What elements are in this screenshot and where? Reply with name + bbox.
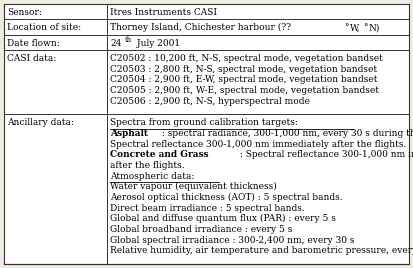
Text: CASI data:: CASI data:	[7, 54, 56, 63]
Text: °: °	[344, 23, 348, 32]
Text: C20504 : 2,900 ft, E-W, spectral mode, vegetation bandset: C20504 : 2,900 ft, E-W, spectral mode, v…	[110, 75, 378, 84]
Text: Ancillary data:: Ancillary data:	[7, 118, 74, 128]
Text: : Spectral reflectance 300-1,000 nm immediately: : Spectral reflectance 300-1,000 nm imme…	[237, 150, 413, 159]
Text: Global spectral irradiance : 300-2,400 nm, every 30 s: Global spectral irradiance : 300-2,400 n…	[110, 236, 355, 245]
Text: Asphalt: Asphalt	[110, 129, 148, 138]
Text: W,: W,	[349, 23, 360, 32]
Text: C20503 : 2,800 ft, N-S, spectral mode, vegetation bandset: C20503 : 2,800 ft, N-S, spectral mode, v…	[110, 65, 377, 74]
Text: Spectra from ground calibration targets:: Spectra from ground calibration targets:	[110, 118, 298, 128]
Text: C20505 : 2,900 ft, W-E, spectral mode, vegetation bandset: C20505 : 2,900 ft, W-E, spectral mode, v…	[110, 86, 379, 95]
Text: Thorney Island, Chichester harbour (??: Thorney Island, Chichester harbour (??	[110, 23, 291, 32]
Text: C20502 : 10,200 ft, N-S, spectral mode, vegetation bandset: C20502 : 10,200 ft, N-S, spectral mode, …	[110, 54, 383, 63]
Text: C20506 : 2,900 ft, N-S, hyperspectral mode: C20506 : 2,900 ft, N-S, hyperspectral mo…	[110, 97, 310, 106]
Text: July 2001: July 2001	[134, 39, 180, 48]
Text: : spectral radiance, 300-1,000 nm, every 30 s during the flights.: : spectral radiance, 300-1,000 nm, every…	[159, 129, 413, 138]
Text: after the flights.: after the flights.	[110, 161, 185, 170]
Text: Water vapour (equivalent thickness): Water vapour (equivalent thickness)	[110, 182, 277, 191]
Text: °: °	[363, 23, 368, 32]
Text: Aerosol optical thickness (AOT) : 5 spectral bands.: Aerosol optical thickness (AOT) : 5 spec…	[110, 193, 343, 202]
Text: Relative humidity, air temperature and barometric pressure, every 30 s.: Relative humidity, air temperature and b…	[110, 246, 413, 255]
Text: Itres Instruments CASI: Itres Instruments CASI	[110, 8, 217, 17]
Text: Global and diffuse quantum flux (PAR) : every 5 s: Global and diffuse quantum flux (PAR) : …	[110, 214, 336, 223]
Text: th: th	[125, 36, 132, 44]
Text: Direct beam irradiance : 5 spectral bands.: Direct beam irradiance : 5 spectral band…	[110, 204, 305, 213]
Text: Location of site:: Location of site:	[7, 23, 81, 32]
Text: Concrete and Grass: Concrete and Grass	[110, 150, 209, 159]
Text: 24: 24	[110, 39, 122, 48]
Text: N): N)	[369, 23, 380, 32]
Text: Date flown:: Date flown:	[7, 39, 60, 48]
Text: Spectral reflectance 300-1,000 nm immediately after the flights.: Spectral reflectance 300-1,000 nm immedi…	[110, 140, 407, 149]
Text: Global broadband irradiance : every 5 s: Global broadband irradiance : every 5 s	[110, 225, 293, 234]
Text: Atmospheric data:: Atmospheric data:	[110, 172, 195, 181]
Text: Sensor:: Sensor:	[7, 8, 42, 17]
